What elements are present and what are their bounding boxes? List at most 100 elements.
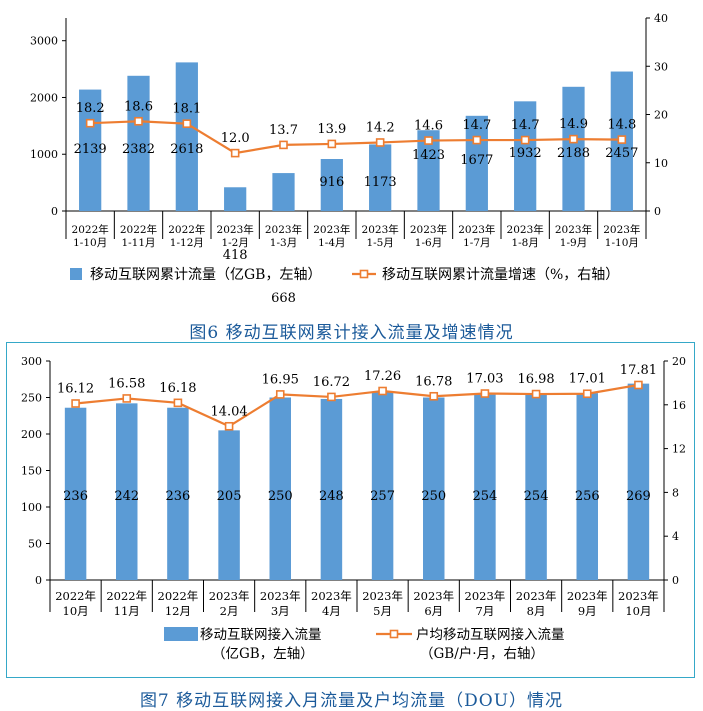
legend-line-marker bbox=[389, 629, 399, 639]
bar-value-label: 1423 bbox=[412, 148, 445, 163]
line-value-label: 16.58 bbox=[108, 376, 145, 391]
category-label-year: 2023年 bbox=[260, 589, 301, 603]
left-axis-tick-label: 300 bbox=[21, 355, 42, 368]
bar-value-label: 254 bbox=[473, 489, 498, 504]
bar bbox=[218, 430, 240, 580]
right-axis-tick-label: 10 bbox=[654, 157, 668, 170]
line-marker bbox=[279, 140, 288, 150]
line-value-label: 18.1 bbox=[172, 102, 201, 117]
figure-7-chart: 0501001502002503000481216202022年10月2022年… bbox=[21, 355, 686, 662]
line-marker bbox=[375, 138, 385, 147]
category-label-year: 2023年 bbox=[410, 223, 447, 236]
category-label-year: 2022年 bbox=[72, 223, 109, 236]
category-label-year: 2022年 bbox=[120, 223, 157, 236]
category-label-year: 2023年 bbox=[458, 223, 495, 236]
bar-value-label: 1677 bbox=[460, 153, 493, 168]
category-label-period: 7月 bbox=[476, 604, 495, 618]
bar bbox=[371, 392, 394, 580]
right-axis-tick-label: 8 bbox=[672, 486, 679, 499]
legend-line-label: 移动互联网累计流量增速（%，右轴） bbox=[382, 267, 619, 283]
line-marker bbox=[173, 398, 183, 408]
bar bbox=[474, 394, 496, 580]
bar-value-label: 1932 bbox=[509, 146, 542, 161]
line-value-label: 13.7 bbox=[269, 123, 298, 138]
category-label-period: 10月 bbox=[63, 604, 89, 618]
category-label-year: 2023年 bbox=[507, 223, 544, 236]
growth-line bbox=[75, 383, 639, 428]
line-marker bbox=[520, 135, 530, 145]
line-marker bbox=[480, 389, 490, 398]
figure-6-caption: 图6 移动互联网累计接入流量及增速情况 bbox=[189, 323, 514, 343]
figure-7-caption: 图7 移动互联网接入月流量及户均流量（DOU）情况 bbox=[139, 691, 564, 711]
bar bbox=[369, 144, 392, 211]
category-label-year: 2022年 bbox=[55, 589, 96, 603]
category-label-period: 4月 bbox=[322, 604, 341, 618]
category-label-year: 2022年 bbox=[106, 589, 147, 603]
legend-bar-label-line2: （亿GB，左轴） bbox=[212, 646, 314, 662]
bar bbox=[320, 398, 343, 580]
line-value-label: 14.6 bbox=[414, 119, 443, 134]
bar bbox=[576, 393, 598, 580]
figure-6-chart: 01000200030000102030402022年1-10月2022年1-1… bbox=[30, 12, 668, 306]
line-marker bbox=[134, 116, 143, 126]
bar-value-label: 2457 bbox=[605, 146, 638, 161]
bar bbox=[127, 75, 150, 211]
bar bbox=[562, 86, 585, 211]
line-marker bbox=[569, 134, 578, 144]
left-axis-tick-label: 150 bbox=[21, 465, 42, 478]
right-axis-tick-label: 16 bbox=[672, 399, 686, 412]
category-label-period: 5月 bbox=[373, 604, 392, 618]
line-marker bbox=[327, 392, 336, 402]
right-axis-tick-label: 0 bbox=[672, 574, 679, 587]
bar bbox=[272, 173, 295, 211]
bar bbox=[64, 407, 87, 580]
bar bbox=[224, 187, 247, 211]
category-label-year: 2023年 bbox=[567, 589, 608, 603]
category-label-year: 2023年 bbox=[603, 223, 640, 236]
category-label-period: 1-8月 bbox=[511, 237, 538, 249]
bar bbox=[320, 159, 343, 211]
left-axis-tick-label: 50 bbox=[28, 538, 42, 551]
bar-value-label: 256 bbox=[575, 489, 600, 504]
line-value-label: 16.72 bbox=[313, 375, 350, 390]
bar-value-label: 250 bbox=[268, 489, 293, 504]
growth-line bbox=[90, 120, 622, 155]
category-label-year: 2023年 bbox=[265, 223, 302, 236]
line-marker bbox=[122, 394, 132, 403]
line-value-label: 17.03 bbox=[466, 372, 503, 387]
line-value-label: 14.9 bbox=[559, 117, 588, 132]
category-label-year: 2023年 bbox=[313, 223, 350, 236]
category-label-period: 1-7月 bbox=[463, 237, 490, 249]
figure-7-frame bbox=[6, 342, 695, 678]
category-label-year: 2022年 bbox=[158, 589, 199, 603]
line-marker bbox=[85, 118, 95, 128]
category-label-period: 3月 bbox=[271, 604, 290, 618]
bar bbox=[175, 62, 198, 211]
line-value-label: 14.7 bbox=[462, 118, 491, 133]
bar bbox=[525, 394, 547, 580]
legend-bar-label-line1: 移动互联网接入流量 bbox=[200, 626, 322, 643]
category-label-year: 2022年 bbox=[168, 223, 205, 236]
category-label-period: 6月 bbox=[424, 604, 443, 618]
line-marker bbox=[182, 119, 192, 128]
line-value-label: 17.01 bbox=[569, 372, 606, 387]
bar-value-label: 2618 bbox=[170, 142, 203, 157]
bar-value-label: 916 bbox=[319, 175, 344, 190]
bar-value-label: 248 bbox=[319, 489, 344, 504]
category-label-period: 2月 bbox=[220, 604, 239, 618]
line-value-label: 13.9 bbox=[317, 122, 346, 137]
line-marker bbox=[531, 389, 541, 399]
category-label-period: 8月 bbox=[527, 604, 546, 618]
bar-value-label: 242 bbox=[114, 489, 139, 504]
bar-value-label: 254 bbox=[524, 489, 549, 504]
figure-7-panel: 0 50 100 150 200 250 300 0 4 8 12 16 20 2022年 10月 2022年… bbox=[0, 342, 703, 680]
category-label-period: 1-11月 bbox=[121, 237, 155, 249]
legend-bar-label: 移动互联网累计流量（亿GB，左轴） bbox=[90, 267, 321, 283]
line-value-label: 14.7 bbox=[511, 118, 540, 133]
bar bbox=[79, 89, 102, 211]
bar bbox=[417, 130, 440, 211]
category-label-year: 2023年 bbox=[555, 223, 592, 236]
bar bbox=[627, 383, 650, 580]
bar-value-label: 1173 bbox=[364, 175, 397, 190]
line-value-label: 14.8 bbox=[607, 118, 636, 133]
